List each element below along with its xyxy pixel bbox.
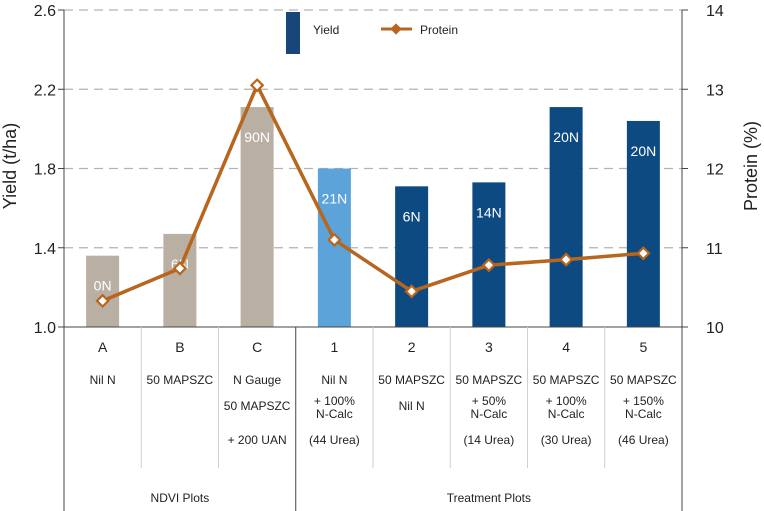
protein-point-2 (404, 284, 419, 299)
left-tick-label: 2.2 (34, 82, 56, 99)
right-tick-label: 14 (706, 3, 724, 20)
yield-bar-5 (626, 120, 660, 327)
protein-point-5 (636, 246, 651, 261)
yield-bar-label-1: 21N (322, 191, 348, 207)
yield-bar-label-A: 0N (94, 278, 112, 294)
yield-bar-label-2: 6N (403, 208, 421, 224)
legend: Yield Protein (286, 12, 458, 54)
yield-bar-label-5: 20N (631, 143, 657, 159)
category-detail-line: + 150% (623, 394, 664, 408)
category-detail: (46 Urea) (618, 433, 669, 447)
protein-point-A (95, 293, 110, 309)
right-tick-label: 10 (706, 320, 724, 337)
category-detail: 50 MAPSZC (533, 373, 600, 387)
category-detail: + 100% N-Calc (314, 394, 355, 421)
protein-line-series (95, 78, 651, 309)
category-detail: 50 MAPSZC (456, 373, 523, 387)
right-tick-label: 12 (706, 162, 724, 179)
yield-bar-A (86, 255, 120, 327)
category-detail-line: + 100% (546, 394, 587, 408)
category-id-B: B (175, 339, 184, 355)
category-detail: (44 Urea) (309, 433, 360, 447)
category-detail: 50 MAPSZC (378, 373, 445, 387)
group-label-treatment-plots: Treatment Plots (447, 491, 531, 505)
yield-bar-2 (395, 186, 429, 327)
category-detail-line: + 100% (314, 394, 355, 408)
yield-bar-label-4: 20N (553, 129, 579, 145)
left-tick-label: 1.0 (34, 320, 56, 337)
left-tick-label: 1.4 (34, 241, 56, 258)
left-tick-label: 1.8 (34, 162, 56, 179)
legend-yield-swatch (286, 12, 300, 54)
category-detail: 50 MAPSZC (610, 373, 677, 387)
category-detail: (30 Urea) (541, 433, 592, 447)
left-tick-label: 2.6 (34, 3, 56, 20)
category-detail-line: N-Calc (471, 407, 508, 421)
category-detail-line: N-Calc (625, 407, 662, 421)
protein-point-B (172, 261, 188, 276)
category-detail-line: N-Calc (316, 407, 353, 421)
right-tick-label: 11 (706, 241, 723, 258)
yield-bar-label-C: 90N (244, 129, 270, 145)
category-detail-line: + 50% (472, 394, 507, 408)
protein-point-1 (327, 232, 342, 248)
group-label-ndvi-plots: NDVI Plots (151, 491, 210, 505)
category-detail: + 50% N-Calc (471, 394, 508, 421)
category-detail: + 150% N-Calc (623, 394, 664, 421)
category-id-A: A (98, 339, 108, 355)
category-detail: (14 Urea) (464, 433, 515, 447)
category-detail-line: N-Calc (548, 407, 585, 421)
category-detail: + 200 UAN (228, 433, 287, 447)
right-tick-label: 13 (706, 82, 724, 99)
yield-bar-label-3: 14N (476, 204, 502, 220)
protein-point-4 (558, 252, 574, 267)
category-id-C: C (252, 339, 262, 355)
category-id-4: 4 (562, 339, 570, 355)
legend-protein-label: Protein (420, 23, 458, 37)
category-id-5: 5 (639, 339, 647, 355)
category-id-3: 3 (485, 339, 493, 355)
category-id-1: 1 (330, 339, 338, 355)
yield-bar-4 (549, 107, 583, 327)
category-table: A Nil N B 50 MAPSZC C N Gauge 50 MAPSZC + 200 U… (90, 327, 677, 511)
category-detail: 50 MAPSZC (147, 373, 214, 387)
legend-protein-marker (390, 23, 402, 35)
category-detail: Nil N (90, 373, 116, 387)
protein-point-3 (481, 257, 497, 273)
yield-bar-3 (472, 182, 506, 327)
category-detail: Nil N (321, 373, 347, 387)
yield-bars: 0N6N90N21N6N14N20N20N (86, 107, 660, 327)
category-detail: Nil N (399, 399, 425, 413)
category-detail: 50 MAPSZC (224, 399, 291, 413)
y-axis-label-right: Protein (%) (741, 121, 761, 211)
category-detail: N Gauge (233, 373, 281, 387)
category-detail: + 100% N-Calc (546, 394, 587, 421)
yield-bar-C (240, 107, 274, 327)
protein-point-C (249, 78, 265, 93)
category-id-2: 2 (408, 339, 416, 355)
y-axis-label-left: Yield (t/ha) (0, 123, 20, 209)
yield-bar-B (163, 233, 197, 327)
legend-yield-label: Yield (313, 23, 339, 37)
grid-lines (64, 9, 682, 249)
protein-line (101, 83, 644, 303)
